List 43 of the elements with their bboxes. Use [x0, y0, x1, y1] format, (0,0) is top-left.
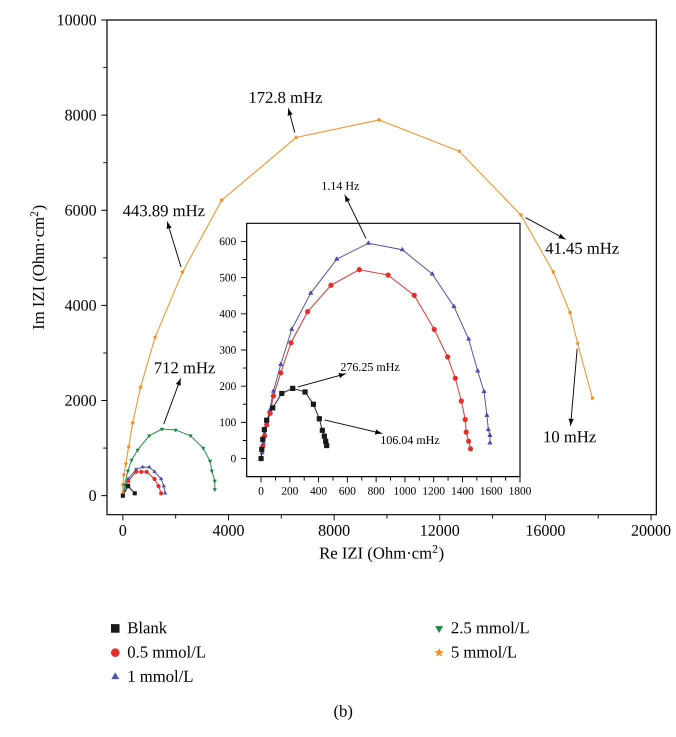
x-tick-label: 0 [258, 487, 264, 495]
x-tick-label: 800 [368, 487, 384, 495]
y-tick-label: 300 [220, 346, 236, 354]
annotation: 712 mHz [154, 362, 215, 374]
annotation: 41.45 mHz [545, 242, 619, 254]
annotation: 1.14 Hz [322, 182, 360, 190]
annotation: 10 mHz [544, 431, 596, 442]
y-tick-label: 8000 [65, 110, 96, 121]
y-tick-label: 4000 [64, 300, 96, 311]
annotation: 276.25 mHz [340, 362, 400, 372]
y-axis-title: Im IZI (Ohm·cm$^{2}$) [30, 206, 48, 330]
x-tick-label: 12000 [421, 525, 460, 536]
legend-label: 1 mmol/L [128, 670, 192, 682]
x-tick-label: 20000 [632, 525, 670, 536]
y-tick-label: 400 [219, 310, 236, 318]
x-tick-label: 1000 [394, 487, 416, 495]
y-tick-label: 500 [220, 274, 236, 282]
y-tick-label: 600 [220, 238, 236, 246]
annotation: 106.04 mHz [381, 436, 440, 444]
legend-label: 0.5 mmol/L [128, 646, 205, 658]
y-tick-label: 100 [220, 418, 236, 426]
x-tick-label: 1200 [423, 487, 445, 495]
y-tick-label: 10000 [58, 14, 96, 26]
legend-label: 2.5 mmol/L [452, 622, 529, 634]
x-tick-label: 400 [310, 487, 327, 495]
x-tick-label: 1800 [510, 487, 531, 495]
y-tick-label: 2000 [65, 395, 96, 406]
y-tick-label: 6000 [65, 204, 96, 216]
legend-label: 5 mmol/L [452, 646, 516, 658]
x-tick-label: 1600 [480, 487, 502, 495]
y-tick-label: 0 [231, 454, 236, 462]
annotation: 443.89 mHz [123, 205, 205, 216]
y-tick-label: 200 [220, 382, 236, 390]
x-tick-label: 600 [339, 487, 356, 495]
text: (b) [334, 704, 352, 720]
x-axis-title: Re IZI (Ohm·cm$^{2}$) [320, 545, 444, 562]
x-tick-label: 1400 [452, 487, 474, 495]
legend-label: Blank [128, 622, 168, 634]
x-tick-label: 200 [282, 487, 298, 495]
x-tick-label: 8000 [318, 525, 350, 536]
x-tick-label: 0 [119, 525, 126, 536]
annotation: 172.8 mHz [250, 92, 322, 104]
x-tick-label: 16000 [526, 525, 565, 536]
